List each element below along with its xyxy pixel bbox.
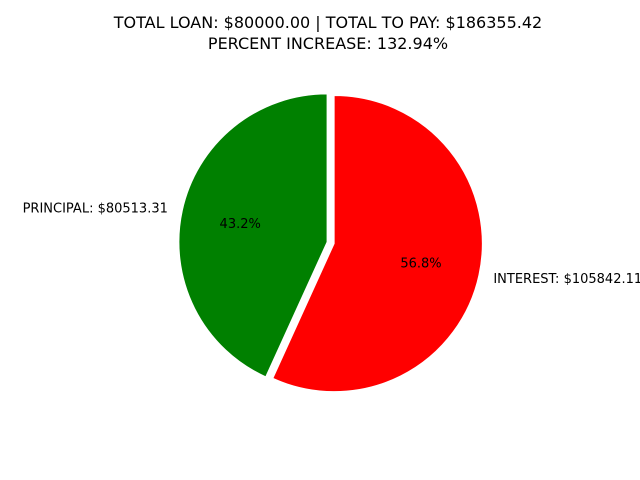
slice-percent-principal: 43.2% [220, 217, 261, 232]
pie-slices [178, 93, 483, 392]
slice-label-principal: PRINCIPAL: $80513.31 [23, 202, 168, 217]
chart-title: TOTAL LOAN: $80000.00 | TOTAL TO PAY: $1… [113, 13, 542, 32]
chart-subtitle: PERCENT INCREASE: 132.94% [208, 34, 448, 53]
slice-label-interest: INTEREST: $105842.11 [493, 272, 640, 287]
pie-slice-interest [272, 95, 483, 392]
pie-labels: PRINCIPAL: $80513.31 43.2% INTEREST: $1058… [23, 202, 640, 288]
slice-percent-interest: 56.8% [400, 256, 441, 271]
pie-slice-principal [178, 93, 328, 378]
